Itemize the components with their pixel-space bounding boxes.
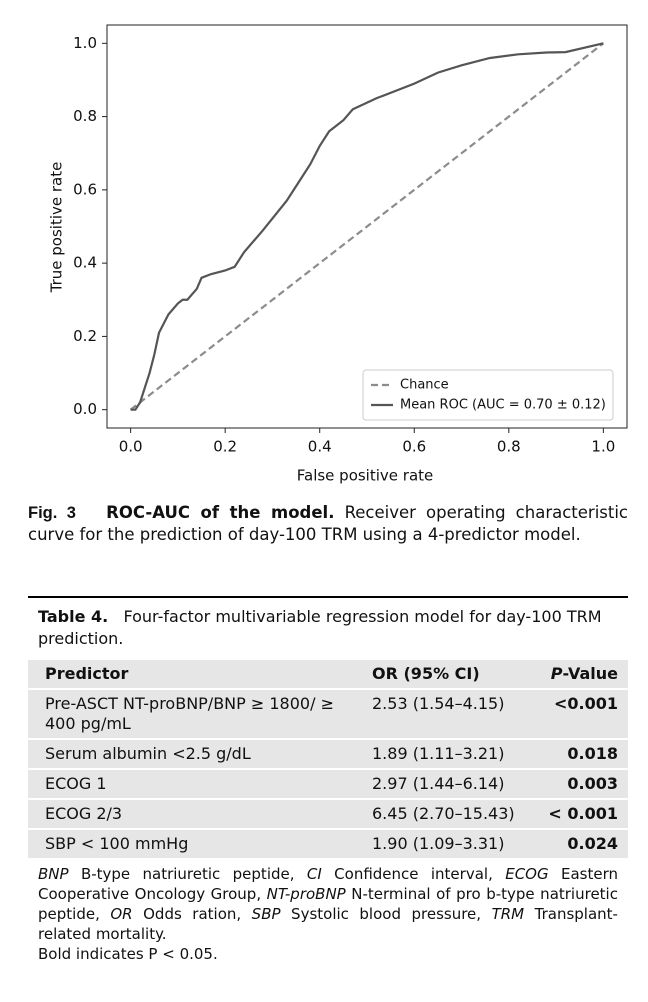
footnote-note: Bold indicates P < 0.05.	[38, 945, 218, 963]
table-cell: 2.97 (1.44–6.14)	[355, 770, 529, 798]
series-line	[130, 42, 604, 411]
caption-text: Receiver operating characteristic curve …	[28, 503, 628, 544]
y-tick-label: 1.0	[73, 34, 97, 52]
abbreviation: SBP	[251, 905, 281, 923]
header-cell: P-Value	[528, 660, 628, 688]
caption-title: ROC-AUC of the model.	[106, 503, 335, 522]
abbreviation: OR	[110, 905, 133, 923]
x-tick-label: 0.6	[402, 438, 426, 456]
abbreviation-definition: Eastern Cooperative Oncology Group,	[38, 865, 618, 903]
header-text: -Value	[562, 664, 618, 683]
table-cell: <0.001	[528, 690, 628, 738]
table-block: Table 4. Four-factor multivariable regre…	[28, 596, 628, 964]
x-tick-label: 0.4	[308, 438, 332, 456]
header-italic: P	[550, 664, 563, 683]
table-title: Table 4. Four-factor multivariable regre…	[28, 598, 628, 658]
table: Predictor OR (95% CI) P-Value Pre-ASCT NT-p…	[28, 658, 628, 860]
header-cell: Predictor	[28, 660, 355, 688]
abbreviation-definition: Systolic blood pressure,	[291, 905, 482, 923]
abbreviation-definition: N-terminal of pro b-type natriuretic pep…	[38, 885, 618, 923]
table-row: SBP < 100 mmHg 1.90 (1.09–3.31) 0.024	[28, 830, 628, 858]
x-tick-label: 0.8	[497, 438, 521, 456]
table-cell: ECOG 1	[28, 770, 355, 798]
table-cell: Pre-ASCT NT-proBNP/BNP ≥ 1800/ ≥ 400 pg/…	[28, 690, 355, 738]
table-cell: SBP < 100 mmHg	[28, 830, 355, 858]
legend-label: Mean ROC (AUC = 0.70 ± 0.12)	[400, 398, 606, 413]
table-row: Serum albumin <2.5 g/dL 1.89 (1.11–3.21) 0…	[28, 740, 628, 768]
x-axis-label: False positive rate	[297, 467, 434, 485]
chart: False positive rate True positive rate 0…	[48, 24, 628, 485]
y-tick-label: 0.2	[73, 327, 97, 345]
abbreviation-definition: Confidence interval,	[334, 865, 493, 883]
table-cell: < 0.001	[528, 800, 628, 828]
header-cell: OR (95% CI)	[355, 660, 529, 688]
x-tick-label: 1.0	[591, 438, 615, 456]
abbreviation: ECOG	[505, 865, 549, 883]
table-row: ECOG 1 2.97 (1.44–6.14) 0.003	[28, 770, 628, 798]
plot-frame	[106, 24, 628, 429]
abbreviation: NT-proBNP	[266, 885, 346, 903]
y-tick-label: 0.8	[73, 107, 97, 125]
table-cell: 0.003	[528, 770, 628, 798]
y-tick-label: 0.0	[73, 400, 97, 418]
table-row: ECOG 2/3 6.45 (2.70–15.43) < 0.001	[28, 800, 628, 828]
x-tick-label: 0.2	[213, 438, 237, 456]
y-tick-label: 0.6	[73, 180, 97, 198]
table-cell: Serum albumin <2.5 g/dL	[28, 740, 355, 768]
abbreviation: BNP	[38, 865, 69, 883]
legend-label: Chance	[400, 378, 449, 393]
table-row: Pre-ASCT NT-proBNP/BNP ≥ 1800/ ≥ 400 pg/…	[28, 690, 628, 738]
table-cell: 2.53 (1.54–4.15)	[355, 690, 529, 738]
y-tick-label: 0.4	[73, 254, 97, 272]
figure-caption: Fig. 3 ROC-AUC of the model. Receiver op…	[28, 502, 628, 546]
abbreviation-definition: B-type natriuretic peptide,	[80, 865, 295, 883]
x-tick-label: 0.0	[119, 438, 143, 456]
table-footnote: BNP B-type natriuretic peptide, CI Confi…	[28, 860, 628, 964]
legend-box	[362, 369, 614, 421]
abbreviation-definition: Odds ration,	[143, 905, 242, 923]
table-cell: 0.018	[528, 740, 628, 768]
table-cell: 6.45 (2.70–15.43)	[355, 800, 529, 828]
table-title-text: Four-factor multivariable regression mod…	[38, 607, 602, 648]
series-line	[129, 42, 605, 411]
abbreviation: CI	[306, 865, 322, 883]
table-label: Table 4.	[38, 607, 109, 626]
table-cell: 1.89 (1.11–3.21)	[355, 740, 529, 768]
table-cell: ECOG 2/3	[28, 800, 355, 828]
table-cell: 1.90 (1.09–3.31)	[355, 830, 529, 858]
header-row: Predictor OR (95% CI) P-Value	[28, 660, 628, 688]
y-axis-label: True positive rate	[48, 162, 66, 294]
abbreviation: TRM	[491, 905, 525, 923]
table-cell: 0.024	[528, 830, 628, 858]
abbreviation-definition: Transplant-related mortality.	[38, 905, 618, 943]
caption-label: Fig. 3	[28, 504, 76, 522]
